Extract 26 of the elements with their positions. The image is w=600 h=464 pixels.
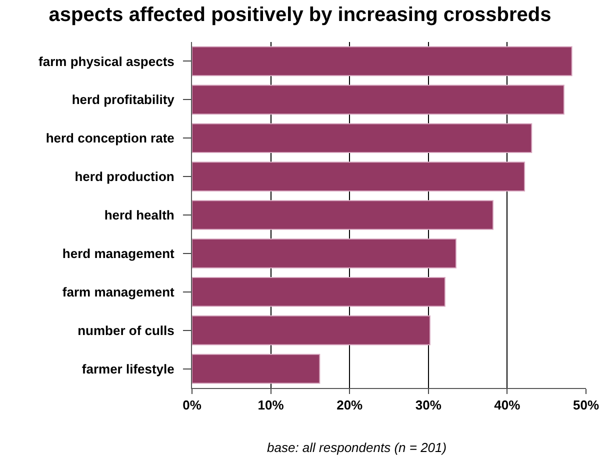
y-tick-label: herd conception rate: [46, 130, 174, 146]
x-tick-label: 40%: [494, 398, 521, 413]
y-tick-label: herd profitability: [72, 92, 176, 108]
y-tick-label: herd management: [62, 246, 176, 261]
bar: [192, 123, 532, 154]
chart-title: aspects affected positively by increasing crossbreds: [48, 4, 552, 26]
y-tick-label: herd production: [74, 169, 174, 184]
x-tick-label: 0%: [182, 398, 202, 413]
y-tick-label: farmer lifestyle: [82, 361, 174, 376]
x-tick-label: 30%: [415, 398, 442, 413]
bar: [192, 200, 494, 230]
y-tick-label: farm physical aspects: [38, 54, 174, 69]
x-tick-label: 50%: [572, 398, 600, 413]
bar: [192, 276, 446, 307]
y-tick-label: herd health: [104, 208, 174, 223]
text: base: all respondents (n = 201): [267, 440, 447, 455]
bar: [192, 162, 526, 192]
bar: [192, 238, 456, 268]
y-tick-label: farm management: [62, 284, 176, 300]
y-tick-label: number of culls: [78, 322, 174, 338]
bar: [192, 354, 320, 384]
bar: [192, 46, 572, 76]
x-tick-label: 20%: [336, 398, 364, 413]
bar: [192, 315, 430, 346]
bar: [192, 84, 564, 115]
x-tick-label: 10%: [258, 398, 284, 413]
